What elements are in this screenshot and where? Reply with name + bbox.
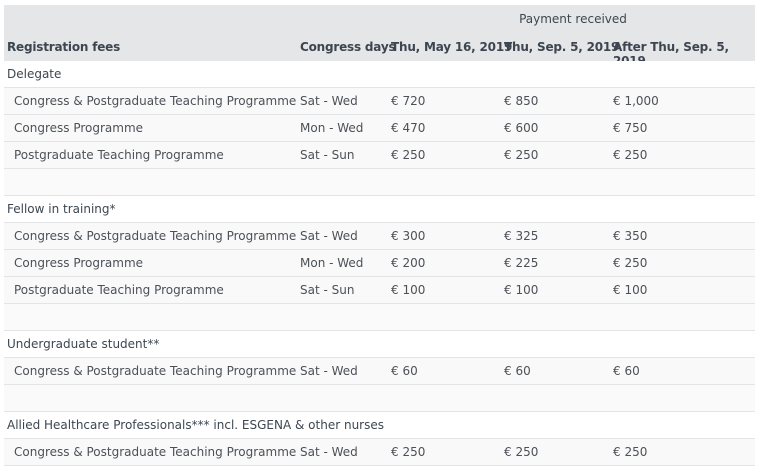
group-title: Fellow in training*	[7, 202, 116, 216]
price-late: € 750	[613, 121, 648, 135]
congress-days: Mon - Wed	[300, 121, 364, 135]
price-late: € 250	[613, 445, 648, 459]
fee-label: Congress Programme	[14, 256, 144, 270]
congress-days: Sat - Wed	[300, 229, 358, 243]
fee-label: Congress Programme	[14, 121, 144, 135]
table-row: Congress & Postgraduate Teaching Program…	[4, 88, 755, 115]
congress-days: Sat - Wed	[300, 364, 358, 378]
price-regular: € 100	[504, 283, 539, 297]
price-early: € 200	[391, 256, 426, 270]
group-row: Undergraduate student**	[4, 331, 755, 358]
group-title: Delegate	[7, 67, 62, 81]
table-header: Payment received Registration fees Congr…	[4, 5, 755, 68]
price-early: € 250	[391, 445, 426, 459]
congress-days: Sat - Wed	[300, 94, 358, 108]
price-regular: € 850	[504, 94, 539, 108]
spacer-row	[4, 385, 755, 412]
col-fees-header: Registration fees	[7, 40, 121, 54]
price-early: € 720	[391, 94, 426, 108]
price-early: € 100	[391, 283, 426, 297]
spacer-row	[4, 169, 755, 196]
price-late: € 250	[613, 148, 648, 162]
group-row: Allied Healthcare Professionals*** incl.…	[4, 412, 755, 439]
price-early: € 300	[391, 229, 426, 243]
fee-label: Congress & Postgraduate Teaching Program…	[14, 229, 297, 243]
table-body: Delegate Congress & Postgraduate Teaching…	[4, 61, 755, 466]
col-date2-header: Thu, Sep. 5, 2019	[504, 40, 620, 54]
price-late: € 60	[613, 364, 640, 378]
table-row: Congress Programme Mon - Wed € 200 € 225 € 2…	[4, 250, 755, 277]
table-row: Postgraduate Teaching Programme Sat - Sun…	[4, 142, 755, 169]
price-regular: € 600	[504, 121, 539, 135]
table-row: Congress & Postgraduate Teaching Program…	[4, 439, 755, 466]
price-regular: € 250	[504, 148, 539, 162]
price-late: € 350	[613, 229, 648, 243]
spacer-row	[4, 304, 755, 331]
price-regular: € 225	[504, 256, 539, 270]
congress-days: Sat - Sun	[300, 148, 355, 162]
price-regular: € 325	[504, 229, 539, 243]
price-early: € 60	[391, 364, 418, 378]
price-regular: € 60	[504, 364, 531, 378]
fee-label: Congress & Postgraduate Teaching Program…	[14, 364, 297, 378]
table-row: Postgraduate Teaching Programme Sat - Sun…	[4, 277, 755, 304]
fee-label: Postgraduate Teaching Programme	[14, 148, 224, 162]
group-title: Undergraduate student**	[7, 337, 160, 351]
congress-days: Mon - Wed	[300, 256, 364, 270]
table-row: Congress Programme Mon - Wed € 470 € 600 € 7…	[4, 115, 755, 142]
fee-label: Postgraduate Teaching Programme	[14, 283, 224, 297]
fee-label: Congress & Postgraduate Teaching Program…	[14, 445, 297, 459]
group-row: Delegate	[4, 61, 755, 88]
price-late: € 1,000	[613, 94, 659, 108]
registration-fees-table: Payment received Registration fees Congr…	[4, 5, 755, 466]
price-early: € 470	[391, 121, 426, 135]
congress-days: Sat - Sun	[300, 283, 355, 297]
col-date1-header: Thu, May 16, 2019	[391, 40, 513, 54]
table-row: Congress & Postgraduate Teaching Program…	[4, 223, 755, 250]
price-early: € 250	[391, 148, 426, 162]
table-row: Congress & Postgraduate Teaching Program…	[4, 358, 755, 385]
congress-days: Sat - Wed	[300, 445, 358, 459]
price-regular: € 250	[504, 445, 539, 459]
price-late: € 100	[613, 283, 648, 297]
group-title: Allied Healthcare Professionals*** incl.…	[7, 418, 384, 432]
group-row: Fellow in training*	[4, 196, 755, 223]
payment-received-header: Payment received	[519, 12, 627, 26]
col-days-header: Congress days	[300, 40, 396, 54]
fee-label: Congress & Postgraduate Teaching Program…	[14, 94, 297, 108]
price-late: € 250	[613, 256, 648, 270]
